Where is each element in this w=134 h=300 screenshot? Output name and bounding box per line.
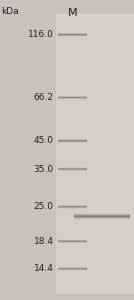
Bar (74, 217, 130, 218)
Text: 66.2: 66.2 (34, 93, 54, 102)
Bar (74, 214, 130, 215)
Bar (74, 215, 130, 216)
Bar (74, 213, 130, 214)
Text: 14.4: 14.4 (34, 264, 54, 273)
Text: kDa: kDa (1, 8, 19, 16)
Text: M: M (68, 8, 77, 17)
Text: 25.0: 25.0 (34, 202, 54, 211)
Bar (74, 219, 130, 220)
Bar (74, 216, 130, 217)
Bar (56, 14, 134, 294)
Text: 116.0: 116.0 (28, 30, 54, 39)
Text: 35.0: 35.0 (34, 165, 54, 174)
Text: 45.0: 45.0 (34, 136, 54, 146)
Bar (74, 218, 130, 219)
Text: 18.4: 18.4 (34, 237, 54, 246)
